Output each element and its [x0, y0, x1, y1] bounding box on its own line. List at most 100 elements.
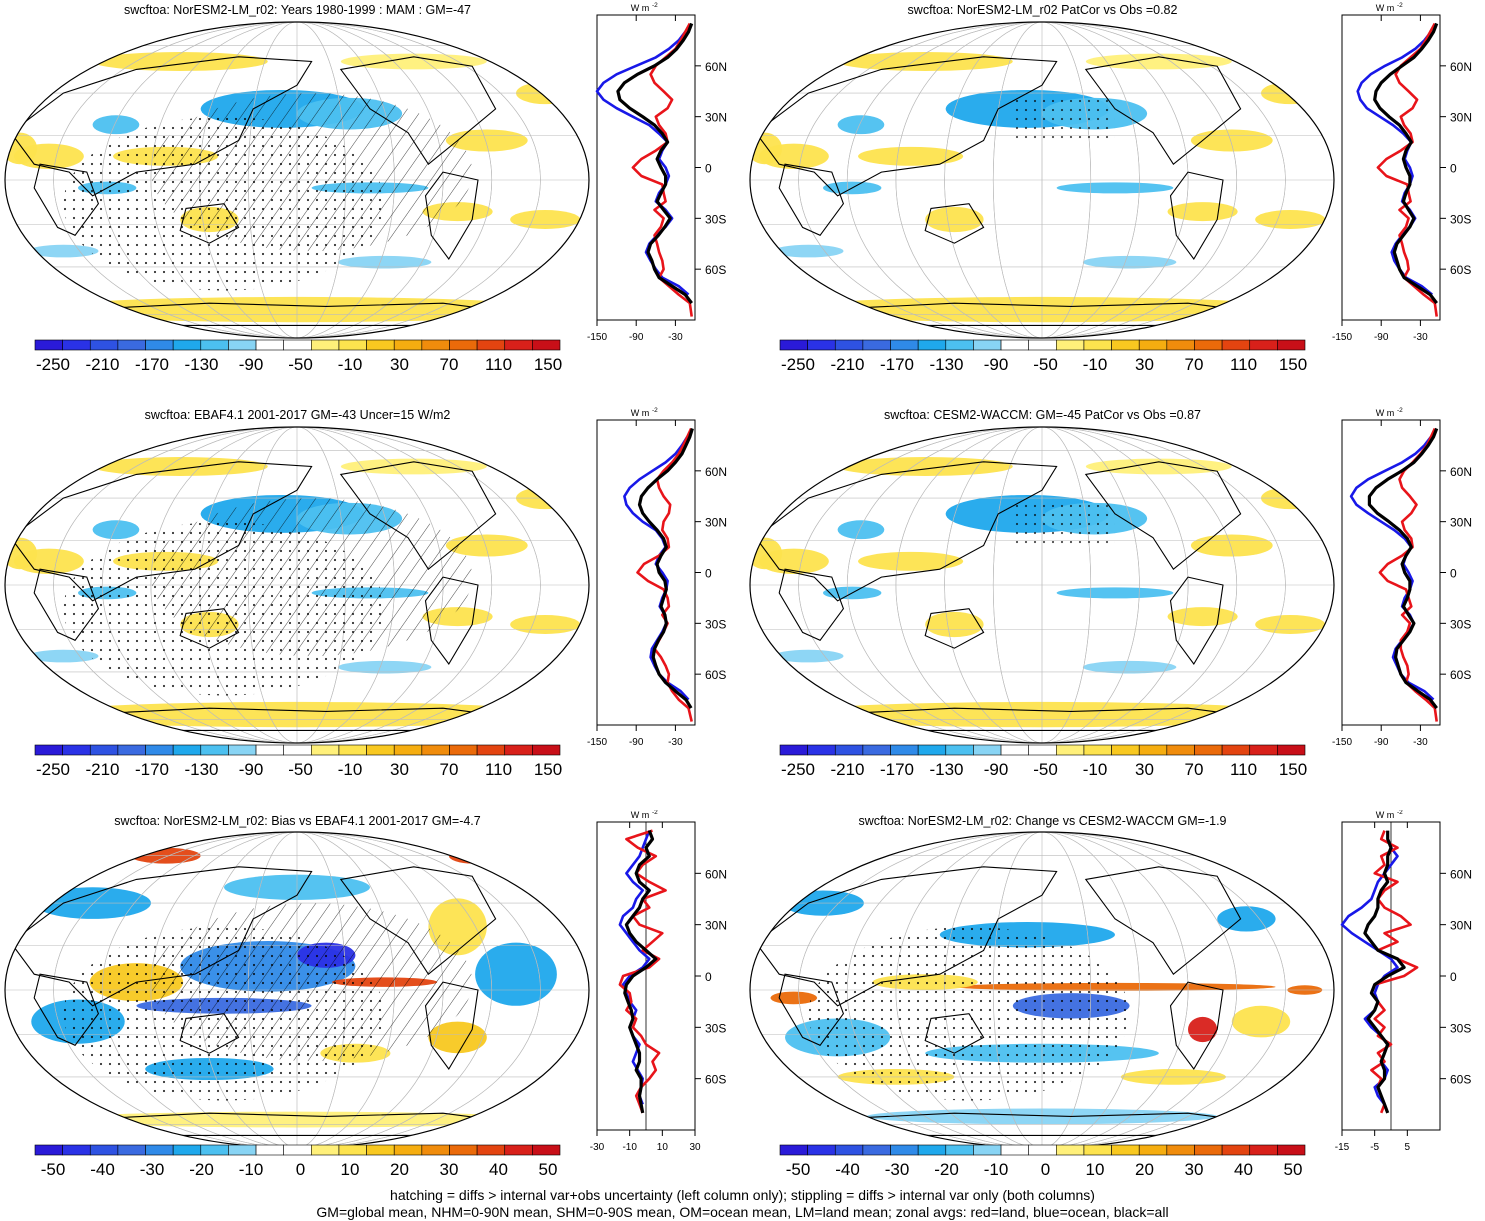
colorbar-bin [228, 744, 257, 756]
colorbar-label: 110 [1230, 760, 1257, 779]
colorbar-bin [834, 1144, 864, 1156]
colorbar-label: -50 [288, 355, 313, 374]
profile-frame [1341, 419, 1441, 726]
colorbar-label: -170 [880, 355, 914, 374]
colorbar-label: -170 [880, 760, 914, 779]
colorbar-bin [34, 1144, 63, 1156]
profile-ytick-label: 60N [705, 60, 727, 74]
field-region [1188, 1016, 1218, 1043]
profile-ytick-label: 30S [705, 212, 726, 226]
coastline [924, 203, 985, 244]
colorbar-label: 0 [296, 1160, 305, 1179]
colorbar-bin [449, 339, 478, 351]
colorbar-bin [945, 744, 974, 756]
coastline [924, 608, 985, 649]
colorbar-label: -10 [984, 1160, 1009, 1179]
profile-xtick-label: 10 [657, 1142, 669, 1153]
colorbar-bin [1138, 744, 1168, 756]
colorbar-label: 110 [485, 760, 512, 779]
profile-units-exponent: -2 [652, 407, 658, 414]
profile-xtick-label: -150 [1332, 332, 1352, 343]
colorbar-bin [338, 1144, 367, 1156]
colorbar-bin [476, 1144, 506, 1156]
profile-units-exponent: -2 [1397, 2, 1403, 9]
colorbar-bin [1056, 339, 1085, 351]
colorbar-bin [311, 744, 340, 756]
zonal-mean-ocean-line [623, 436, 690, 701]
field-region [925, 206, 984, 233]
profile-units-exponent: -2 [1397, 810, 1403, 816]
colorbar-bin [917, 744, 947, 756]
map-title: swcftoa: EBAF4.1 2001-2017 GM=-43 Uncer=… [144, 408, 451, 422]
panel-figure: -50 -40 -30 -20 -10 0 10 20 30 40 50 W m -2 -15 -5 5 60N… [749, 810, 1472, 1179]
colorbar-bin [117, 339, 146, 351]
colorbar-bin [255, 1144, 284, 1156]
profile-xtick-label: -15 [1335, 1142, 1350, 1153]
zonal-mean-ocean-line [595, 31, 690, 296]
colorbar-bin [807, 744, 836, 756]
colorbar-label: 150 [1279, 355, 1307, 374]
colorbar-bin [366, 1144, 395, 1156]
colorbar-bin [89, 744, 119, 756]
coastline [1169, 171, 1224, 260]
zonal-mean-ocean-line [1349, 436, 1435, 701]
field-region [340, 53, 487, 70]
zonal-mean-all-line [1373, 22, 1439, 305]
field-region [1085, 458, 1232, 475]
field-region [1082, 660, 1177, 674]
colorbar-label: -10 [1083, 760, 1108, 779]
zonal-mean-ocean-line [1356, 31, 1434, 296]
colorbar-bin [34, 339, 63, 351]
colorbar-bin [973, 339, 1002, 351]
profile-ytick-label: 60S [705, 263, 726, 277]
colorbar-bin [145, 339, 174, 351]
colorbar-bin [1194, 339, 1223, 351]
coastline [778, 568, 845, 641]
map-field [5, 22, 589, 338]
profile-units: W m [1376, 408, 1395, 418]
coastline [1169, 576, 1224, 665]
colorbar-label: 30 [1185, 1160, 1204, 1179]
colorbar-bin [862, 339, 891, 351]
colorbar-bin [393, 744, 423, 756]
coastline [1084, 866, 1242, 976]
colorbar-bin [145, 1144, 174, 1156]
colorbar-bin [834, 339, 864, 351]
colorbar-bin [172, 339, 202, 351]
stippling [1012, 498, 1115, 546]
zonal-mean-land-line [1376, 22, 1438, 317]
profile-units: W m [1376, 810, 1395, 820]
profile-ytick-label: 0 [1450, 567, 1457, 581]
colorbar-bin [200, 339, 229, 351]
profile-xtick-label: -90 [629, 332, 644, 343]
colorbar-label: 30 [1135, 760, 1154, 779]
colorbar-bin [200, 1144, 229, 1156]
profile-ytick-label: 30S [1450, 212, 1471, 226]
colorbar-bin [1028, 339, 1057, 351]
colorbar-label: 30 [390, 355, 409, 374]
map-title: swcftoa: NorESM2-LM_r02: Bias vs EBAF4.1… [114, 814, 481, 828]
colorbar-label: -20 [189, 1160, 214, 1179]
colorbar-bin [283, 1144, 312, 1156]
colorbar-label: 0 [1041, 1160, 1050, 1179]
field-region [337, 255, 432, 269]
colorbar-bin [1056, 1144, 1085, 1156]
colorbar-bin [779, 744, 808, 756]
profile-units: W m [1376, 3, 1395, 13]
colorbar-bin [449, 744, 478, 756]
colorbar-bin [449, 1144, 478, 1156]
colorbar-bin [145, 744, 174, 756]
colorbar-bin [807, 339, 836, 351]
colorbar-bin [862, 1144, 891, 1156]
stippling [1012, 93, 1115, 141]
profile-units-exponent: -2 [652, 2, 658, 9]
map-field [750, 427, 1334, 743]
map-outline [4, 21, 590, 339]
colorbar-label: -170 [135, 760, 169, 779]
colorbar-bin [1166, 744, 1195, 756]
colorbar-bin [917, 339, 947, 351]
coastline [755, 56, 1058, 197]
colorbar-bin [945, 339, 974, 351]
field-region [92, 115, 140, 135]
coastline [1169, 981, 1224, 1070]
